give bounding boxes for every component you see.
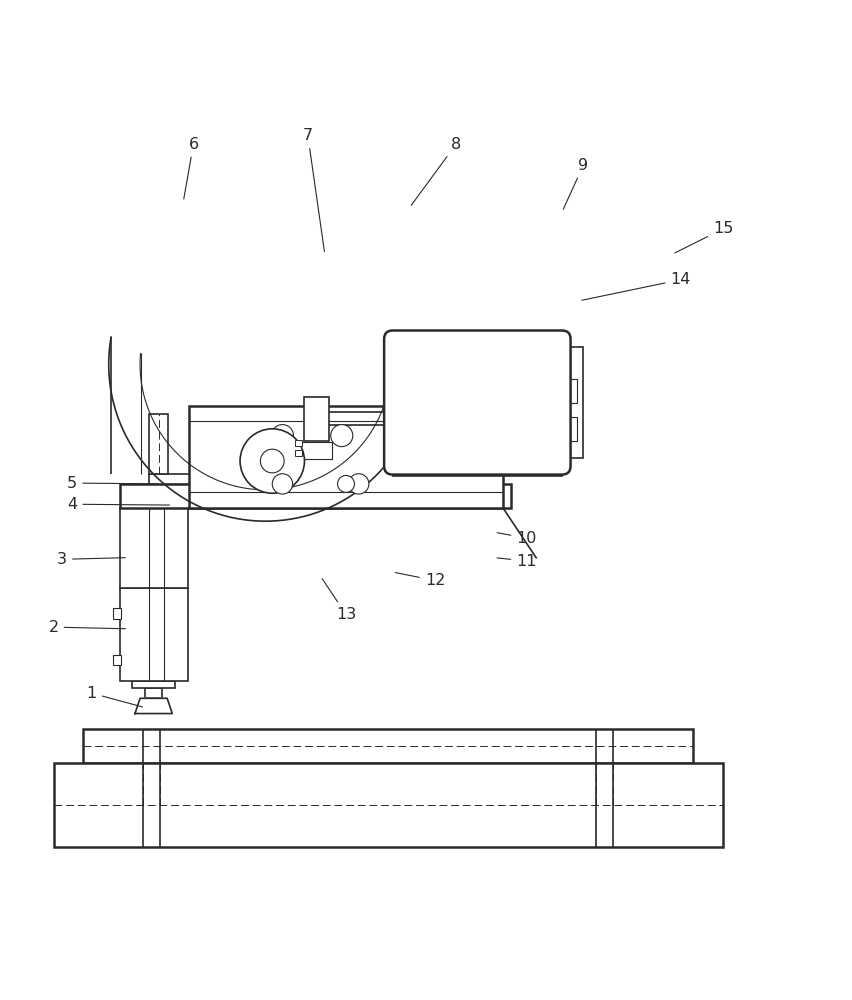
Circle shape bbox=[260, 449, 284, 473]
Circle shape bbox=[331, 425, 353, 447]
Bar bbox=[119, 508, 187, 588]
Text: 5: 5 bbox=[67, 476, 157, 491]
Text: 9: 9 bbox=[562, 158, 588, 209]
Polygon shape bbox=[135, 698, 172, 714]
Bar bbox=[83, 729, 693, 763]
Text: 15: 15 bbox=[674, 221, 733, 253]
Text: 3: 3 bbox=[57, 552, 125, 567]
Bar bbox=[563, 379, 577, 403]
Text: 8: 8 bbox=[411, 137, 461, 205]
Bar bbox=[300, 442, 332, 459]
Text: 10: 10 bbox=[497, 531, 536, 546]
Circle shape bbox=[337, 475, 354, 492]
Bar bbox=[112, 608, 121, 619]
Text: 13: 13 bbox=[322, 579, 355, 622]
Bar bbox=[149, 414, 168, 474]
Text: 4: 4 bbox=[67, 497, 170, 512]
Bar bbox=[295, 440, 302, 446]
Bar bbox=[295, 450, 302, 456]
Text: 1: 1 bbox=[87, 686, 142, 707]
Bar bbox=[119, 484, 510, 508]
Bar bbox=[392, 466, 561, 476]
Text: 7: 7 bbox=[302, 128, 324, 251]
FancyBboxPatch shape bbox=[383, 331, 570, 475]
Text: 12: 12 bbox=[394, 573, 445, 588]
Circle shape bbox=[271, 425, 293, 447]
Bar bbox=[54, 763, 722, 847]
Bar bbox=[132, 681, 175, 688]
Bar bbox=[563, 417, 577, 441]
Text: 11: 11 bbox=[497, 554, 536, 569]
Bar bbox=[303, 397, 329, 441]
Bar bbox=[561, 347, 583, 458]
Bar bbox=[112, 655, 121, 665]
Bar bbox=[189, 406, 502, 508]
Text: 14: 14 bbox=[581, 272, 690, 300]
Circle shape bbox=[272, 474, 292, 494]
Circle shape bbox=[239, 429, 304, 493]
Text: 6: 6 bbox=[183, 137, 199, 199]
Bar bbox=[119, 588, 187, 681]
Bar bbox=[145, 688, 162, 698]
Text: 2: 2 bbox=[49, 620, 125, 635]
Circle shape bbox=[348, 474, 368, 494]
Bar bbox=[149, 474, 403, 484]
